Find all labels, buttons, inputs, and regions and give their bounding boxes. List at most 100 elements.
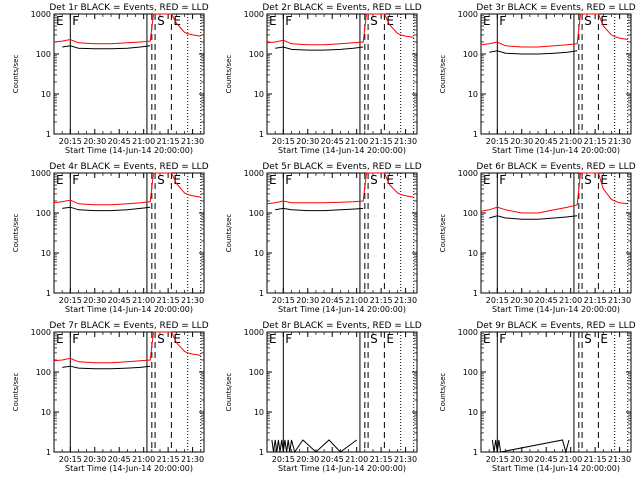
detector-panel: Det 3r BLACK = Events, RED = LLD 1 10 100 10…	[439, 3, 636, 155]
x-tick-label: 20:30	[83, 137, 106, 146]
event-marker-label: S	[370, 14, 378, 28]
event-rate-line	[275, 207, 364, 212]
event-marker-label: E	[600, 332, 608, 346]
plot-frame	[53, 13, 205, 135]
x-axis-label: Start Time (14-Jun-14 20:00:00)	[278, 464, 406, 473]
event-marker-label: E	[173, 173, 181, 187]
detector-panel: Det 1r BLACK = Events, RED = LLD 1 10 100 10…	[12, 3, 209, 155]
x-axis-label: Start Time (14-Jun-14 20:00:00)	[65, 305, 193, 314]
detector-panel: Det 7r BLACK = Events, RED = LLD 1 10 100 10…	[12, 321, 209, 473]
x-tick-label: 21:00	[559, 296, 582, 305]
plot-frame	[266, 172, 418, 294]
y-axis-label: Counts/sec	[225, 55, 233, 94]
x-tick-label: 20:45	[321, 455, 344, 464]
lld-rate-line	[480, 13, 628, 48]
panel-title: Det 9r BLACK = Events, RED = LLD	[476, 321, 635, 331]
detector-panel: Det 6r BLACK = Events, RED = LLD 1 10 100 10…	[439, 162, 636, 314]
lld-rate-line	[266, 13, 414, 46]
y-tick-label: 1	[259, 130, 264, 139]
plot-frame	[266, 13, 418, 135]
event-marker-label: F	[499, 173, 506, 187]
x-tick-label: 21:15	[370, 137, 393, 146]
lld-rate-line	[53, 331, 201, 364]
y-tick-label: 1	[259, 289, 264, 298]
x-tick-label: 20:15	[272, 455, 295, 464]
event-marker-label: E	[600, 173, 608, 187]
plot-frame	[480, 331, 632, 453]
y-tick-label: 1	[473, 448, 478, 457]
x-tick-label: 21:15	[157, 137, 180, 146]
event-rate-line	[62, 45, 151, 50]
event-marker-label: E	[269, 14, 277, 28]
y-tick-label: 100	[36, 368, 51, 377]
y-tick-label: 1000	[458, 10, 478, 19]
detector-panel: Det 4r BLACK = Events, RED = LLD 1 10 100 10…	[12, 162, 209, 314]
lld-rate-line	[53, 172, 201, 206]
x-tick-label: 20:45	[321, 137, 344, 146]
y-tick-label: 1000	[31, 169, 51, 178]
x-tick-label: 20:15	[486, 455, 509, 464]
event-marker-label: F	[499, 14, 506, 28]
y-tick-label: 100	[36, 50, 51, 59]
detector-panel: Det 8r BLACK = Events, RED = LLD 1 10 100 10…	[225, 321, 422, 473]
x-tick-label: 21:00	[559, 455, 582, 464]
x-tick-label: 20:30	[83, 455, 106, 464]
y-tick-label: 10	[468, 408, 478, 417]
x-tick-label: 20:45	[535, 137, 558, 146]
panel-title: Det 5r BLACK = Events, RED = LLD	[262, 162, 421, 172]
y-axis-label: Counts/sec	[225, 214, 233, 253]
y-axis-label: Counts/sec	[439, 55, 447, 94]
y-tick-label: 100	[36, 209, 51, 218]
panel-title: Det 8r BLACK = Events, RED = LLD	[262, 321, 421, 331]
y-tick-label: 1000	[244, 328, 264, 337]
x-tick-label: 21:30	[608, 455, 631, 464]
y-axis-label: Counts/sec	[12, 55, 20, 94]
y-tick-label: 100	[249, 209, 264, 218]
y-tick-label: 1000	[244, 10, 264, 19]
y-tick-label: 1	[473, 130, 478, 139]
y-tick-label: 10	[254, 249, 264, 258]
y-tick-label: 10	[468, 249, 478, 258]
y-tick-label: 1000	[31, 328, 51, 337]
event-rate-line	[491, 439, 570, 454]
x-tick-label: 20:30	[296, 455, 319, 464]
y-tick-label: 10	[254, 408, 264, 417]
y-tick-label: 1000	[244, 169, 264, 178]
x-axis-label: Start Time (14-Jun-14 20:00:00)	[492, 305, 620, 314]
x-tick-label: 20:45	[535, 296, 558, 305]
event-marker-label: F	[285, 332, 292, 346]
plot-frame	[266, 331, 418, 453]
x-tick-label: 20:15	[272, 296, 295, 305]
x-tick-label: 21:15	[157, 296, 180, 305]
event-marker-label: F	[499, 332, 506, 346]
x-tick-label: 20:15	[486, 296, 509, 305]
event-marker-label: E	[483, 173, 491, 187]
x-tick-label: 20:15	[59, 455, 82, 464]
event-marker-label: F	[72, 332, 79, 346]
event-marker-label: S	[370, 332, 378, 346]
event-marker-label: E	[483, 332, 491, 346]
event-marker-label: E	[386, 173, 394, 187]
event-marker-label: S	[584, 332, 592, 346]
x-tick-label: 20:15	[272, 137, 295, 146]
event-rate-line	[62, 206, 151, 212]
x-tick-label: 21:15	[584, 137, 607, 146]
x-tick-label: 20:15	[486, 137, 509, 146]
y-tick-label: 100	[463, 209, 478, 218]
y-tick-label: 100	[463, 368, 478, 377]
y-tick-label: 10	[254, 90, 264, 99]
event-marker-label: E	[269, 173, 277, 187]
event-rate-line	[275, 46, 364, 51]
x-tick-label: 20:30	[83, 296, 106, 305]
plot-frame	[480, 172, 632, 294]
x-tick-label: 20:30	[510, 296, 533, 305]
panel-title: Det 7r BLACK = Events, RED = LLD	[49, 321, 208, 331]
event-rate-line	[62, 365, 151, 370]
x-axis-label: Start Time (14-Jun-14 20:00:00)	[278, 305, 406, 314]
event-marker-label: S	[157, 14, 165, 28]
x-tick-label: 21:00	[345, 137, 368, 146]
x-axis-label: Start Time (14-Jun-14 20:00:00)	[278, 146, 406, 155]
panel-title: Det 6r BLACK = Events, RED = LLD	[476, 162, 635, 172]
x-axis-label: Start Time (14-Jun-14 20:00:00)	[65, 146, 193, 155]
y-tick-label: 1	[473, 289, 478, 298]
